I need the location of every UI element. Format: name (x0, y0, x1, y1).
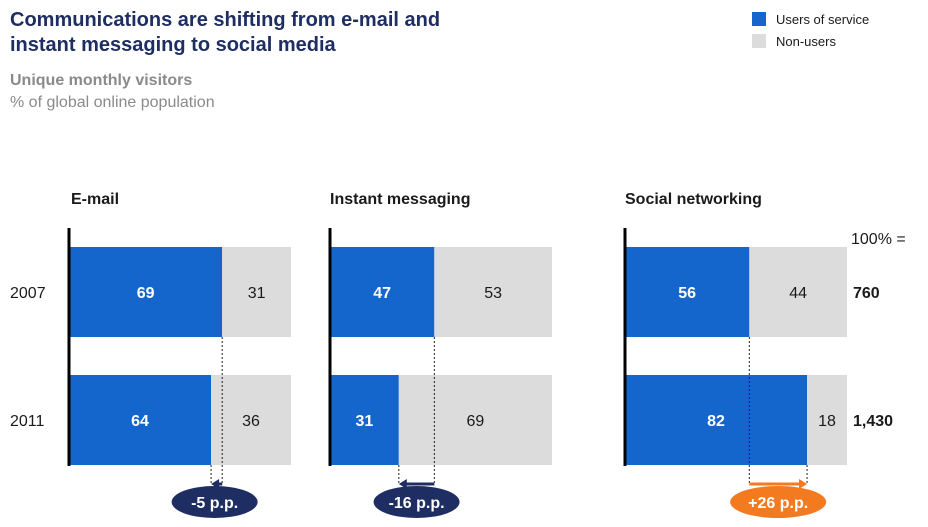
change-badge-e-mail (171, 486, 258, 518)
value-label-nonusers-instant-messaging-2007: 53 (484, 285, 502, 302)
value-label-users-e-mail-2011: 64 (131, 413, 149, 430)
chart-subtitle: Unique monthly visitors (10, 72, 193, 89)
value-label-users-social-networking-2011: 82 (707, 413, 725, 430)
chart-title: Communications are shifting from e-mail … (10, 8, 610, 58)
legend-label-users: Users of service (776, 11, 870, 27)
change-badge-instant-messaging (373, 486, 460, 518)
bar-users-social-networking-2007 (625, 247, 750, 337)
year-label-2011: 2011 (10, 413, 45, 430)
legend-item-nonusers: Non-users (752, 30, 869, 52)
panel-title-social-networking: Social networking (625, 191, 762, 208)
panel-title-instant-messaging: Instant messaging (330, 191, 470, 208)
value-label-nonusers-instant-messaging-2011: 69 (467, 413, 485, 430)
year-label-2007: 2007 (10, 285, 46, 302)
total-value-2007: 760 (853, 285, 880, 302)
bar-users-instant-messaging-2007 (330, 247, 435, 337)
bar-nonusers-e-mail-2007 (222, 247, 291, 337)
legend-swatch-users (752, 12, 766, 26)
value-label-nonusers-e-mail-2007: 31 (248, 285, 266, 302)
value-label-users-e-mail-2007: 69 (137, 285, 155, 302)
change-label-e-mail: -5 p.p. (191, 495, 238, 512)
value-label-nonusers-social-networking-2011: 18 (818, 413, 836, 430)
bar-users-e-mail-2011 (69, 375, 212, 465)
title-line-2: instant messaging to social media (10, 34, 336, 56)
bar-nonusers-instant-messaging-2011 (398, 375, 552, 465)
bar-nonusers-social-networking-2007 (749, 247, 847, 337)
change-arrowhead-social-networking (799, 479, 808, 489)
bar-users-social-networking-2011 (625, 375, 808, 465)
value-label-nonusers-e-mail-2011: 36 (242, 413, 260, 430)
change-arrowhead-instant-messaging (398, 479, 407, 489)
legend: Users of service Non-users (752, 8, 869, 52)
legend-swatch-nonusers (752, 34, 766, 48)
value-label-users-social-networking-2007: 56 (678, 285, 696, 302)
legend-label-nonusers: Non-users (776, 33, 836, 49)
legend-item-users: Users of service (752, 8, 869, 30)
value-label-users-instant-messaging-2007: 47 (373, 285, 391, 302)
bar-users-instant-messaging-2011 (330, 375, 399, 465)
bar-nonusers-social-networking-2011 (807, 375, 847, 465)
change-badge-social-networking (730, 486, 827, 518)
value-label-users-instant-messaging-2011: 31 (356, 413, 374, 430)
total-header-label: 100% = (851, 231, 906, 248)
panel-title-e-mail: E-mail (71, 191, 119, 208)
change-label-social-networking: +26 p.p. (748, 495, 808, 512)
change-label-instant-messaging: -16 p.p. (389, 495, 445, 512)
value-label-nonusers-social-networking-2007: 44 (789, 285, 807, 302)
title-line-1: Communications are shifting from e-mail … (10, 9, 441, 31)
chart-unit-label: % of global online population (10, 94, 215, 111)
bar-nonusers-instant-messaging-2007 (434, 247, 552, 337)
bar-users-e-mail-2007 (69, 247, 223, 337)
bar-nonusers-e-mail-2011 (211, 375, 291, 465)
total-value-2011: 1,430 (853, 413, 893, 430)
